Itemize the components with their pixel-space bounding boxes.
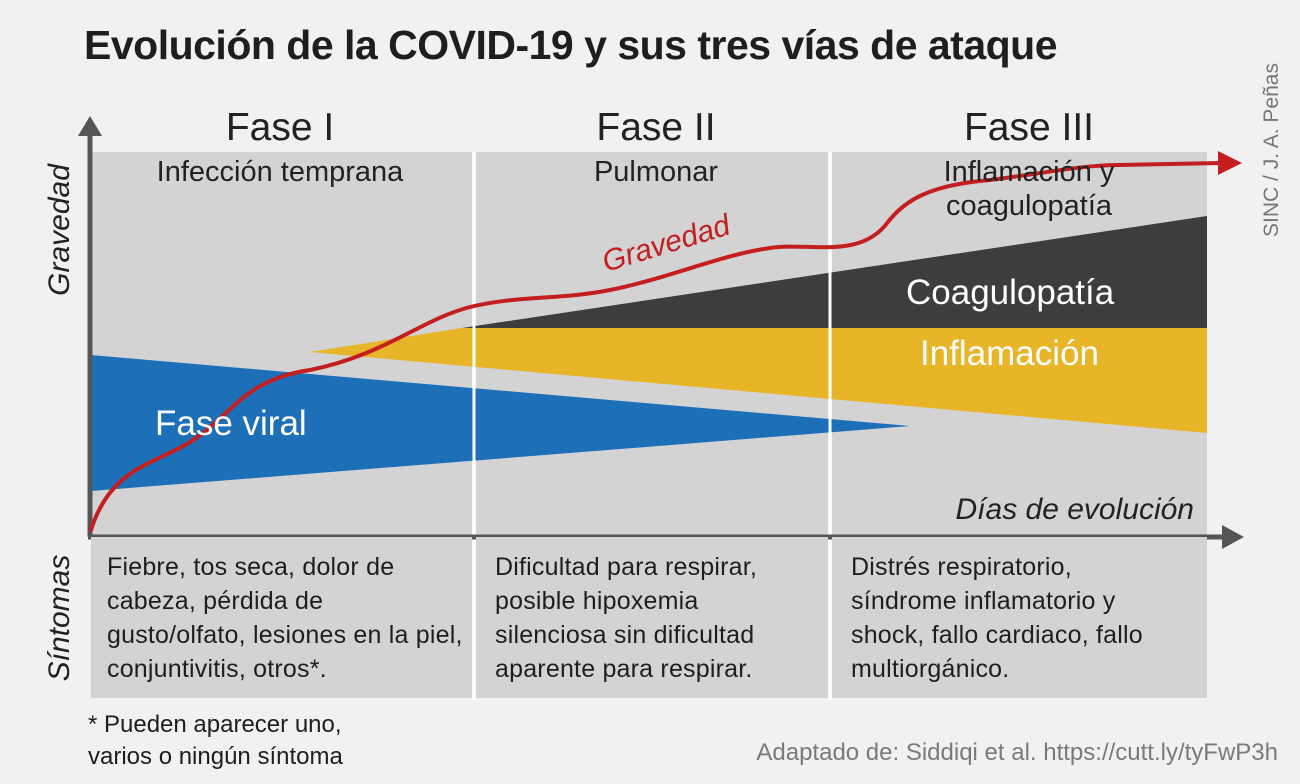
source-citation: Adaptado de: Siddiqi et al. https://cutt… bbox=[756, 739, 1278, 766]
phase-2-symptoms: Dificultad para respirar, posible hipoxe… bbox=[495, 553, 758, 683]
phase-1-name: Fase I bbox=[225, 106, 335, 149]
severity-arrowhead bbox=[1218, 151, 1242, 175]
x-axis-label: Días de evolución bbox=[955, 493, 1194, 526]
inflammation-band-label: Inflamación bbox=[920, 334, 1099, 373]
phase-2-subtitle: Pulmonar bbox=[593, 156, 719, 188]
phase-3-name: Fase III bbox=[963, 106, 1095, 149]
y-axis-arrowhead bbox=[78, 116, 102, 136]
symptoms-box-2 bbox=[476, 537, 828, 698]
phase-3-symptoms: Distrés respiratorio, síndrome inflamato… bbox=[851, 553, 1143, 683]
phase-1-subtitle: Infección temprana bbox=[156, 156, 404, 188]
phase-3-subtitle: Inflamación y coagulopatía bbox=[943, 156, 1115, 222]
symptoms-box-3 bbox=[832, 537, 1207, 698]
viral-band bbox=[91, 355, 910, 491]
coagulopathy-band bbox=[462, 216, 1207, 328]
coagulopathy-band-label: Coagulopatía bbox=[906, 273, 1115, 312]
x-axis-arrowhead bbox=[1222, 525, 1244, 549]
phase-2-name: Fase II bbox=[596, 106, 716, 149]
viral-band-label: Fase viral bbox=[155, 404, 307, 443]
phase-1-symptoms: Fiebre, tos seca, dolor de cabeza, pérdi… bbox=[107, 553, 463, 683]
inflammation-band bbox=[310, 328, 1207, 433]
symptoms-axis-label: Síntomas bbox=[43, 554, 76, 682]
symptoms-box-1 bbox=[91, 537, 472, 698]
footnote: * Pueden aparecer uno, varios o ningún s… bbox=[88, 711, 343, 770]
infographic-title: Evolución de la COVID-19 y sus tres vías… bbox=[84, 22, 1058, 68]
severity-curve bbox=[89, 161, 1224, 532]
y-axis-label: Gravedad bbox=[43, 164, 76, 296]
